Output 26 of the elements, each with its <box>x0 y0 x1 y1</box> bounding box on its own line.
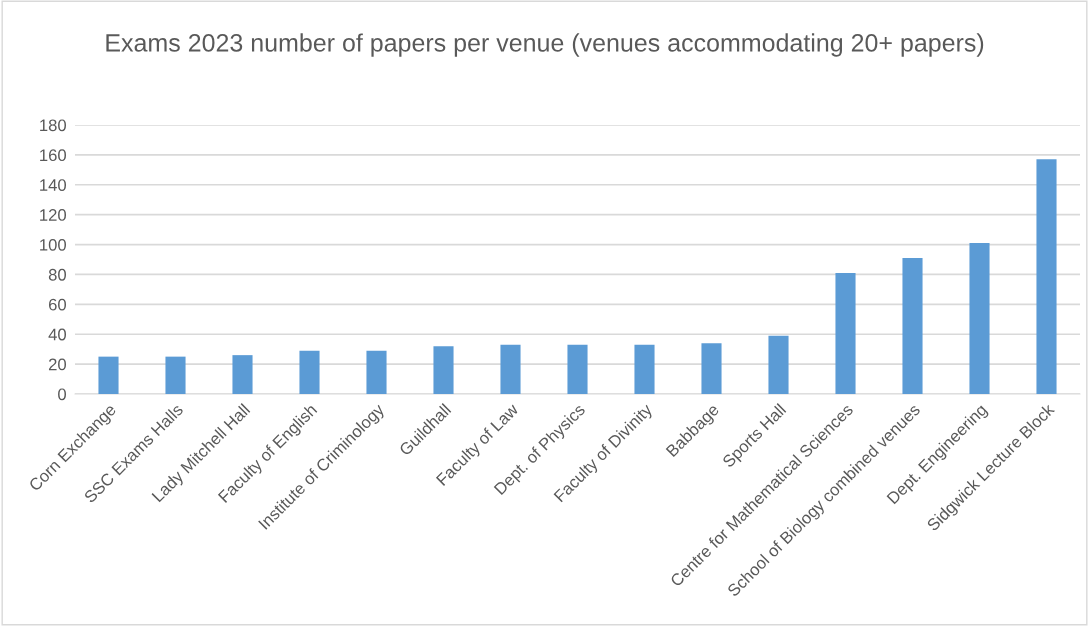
y-tick-label: 0 <box>58 388 67 401</box>
y-tick-label: 60 <box>48 298 67 311</box>
bar <box>835 272 856 394</box>
y-tick-label: 160 <box>40 149 67 162</box>
chart-title: Exams 2023 number of papers per venue (venues accommodating 20+ papers) <box>106 33 984 57</box>
bar <box>701 343 722 394</box>
bar <box>567 344 588 394</box>
bar <box>902 258 923 394</box>
bar <box>366 350 387 394</box>
y-tick-label: 80 <box>48 268 67 281</box>
y-tick-label: 40 <box>48 328 67 341</box>
bar <box>299 350 320 394</box>
bar <box>232 355 253 394</box>
bar <box>1036 159 1057 394</box>
y-tick-label: 100 <box>40 238 67 251</box>
y-tick-label: 140 <box>40 179 67 191</box>
bar <box>98 356 119 394</box>
y-tick-label: 120 <box>40 209 67 221</box>
bar <box>634 344 655 394</box>
bar <box>768 335 789 394</box>
bar <box>165 356 186 394</box>
y-tick-label: 20 <box>48 358 67 371</box>
y-tick-label: 180 <box>40 119 67 132</box>
bar <box>969 243 990 394</box>
bar <box>433 346 454 394</box>
bar <box>500 344 521 394</box>
